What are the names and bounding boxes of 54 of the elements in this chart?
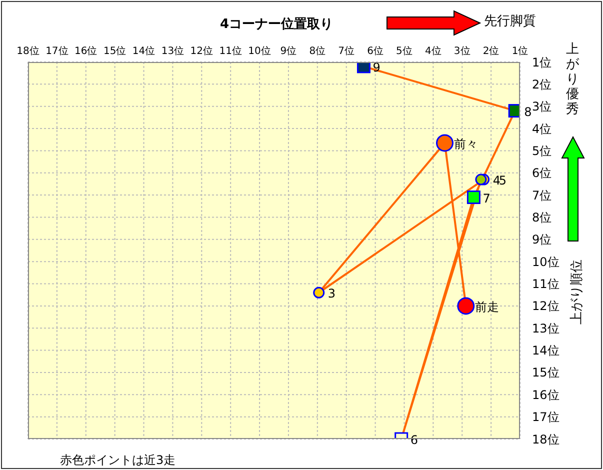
text: 赤色ポイントは近3走 — [60, 452, 176, 469]
x-tick-label: 3位 — [454, 45, 470, 57]
x-tick-label: 17位 — [46, 45, 68, 57]
x-axis-title: 4コーナー位置取り — [220, 16, 334, 33]
point — [466, 190, 480, 204]
x-tick-label: 1位 — [512, 45, 528, 57]
x-tick-label: 9位 — [280, 45, 297, 57]
y-tick-label: 2位 — [532, 77, 552, 92]
x-tick-label: 16位 — [74, 45, 98, 57]
x-tick-label: 6位 — [367, 45, 384, 57]
y-tick-label: 14位 — [532, 344, 560, 358]
y-tick-label: 7位 — [532, 188, 552, 202]
point — [436, 134, 454, 152]
x-tick-label: 8位 — [309, 45, 326, 57]
y-tick-label: 9位 — [532, 232, 552, 247]
x-tick-label: 14位 — [132, 45, 156, 57]
y-tick-label: 17位 — [532, 410, 560, 424]
y-tick-label: 13位 — [532, 321, 560, 336]
annotation: 前々 — [454, 136, 478, 151]
y-axis-title: 上がり順位 — [568, 260, 585, 324]
annotation: 8 — [524, 104, 532, 119]
point — [475, 174, 487, 186]
x-tick-label: 12位 — [190, 45, 214, 57]
x-tick-label: 15位 — [103, 45, 126, 57]
annotation: 4 — [492, 174, 500, 188]
y-tick-label: 10位 — [532, 254, 560, 269]
y-tick-label: 4位 — [532, 122, 552, 136]
annotation: 5 — [498, 174, 507, 188]
point — [457, 297, 475, 315]
x-tick-label: 10位 — [248, 45, 271, 57]
y-tick-label: 5位 — [532, 144, 552, 158]
y-tick-label: 3位 — [532, 100, 552, 114]
y-tick-label: 6位 — [532, 166, 552, 180]
y-tick-label: 8位 — [532, 210, 552, 224]
y-tick-label: 1位 — [532, 55, 552, 70]
annotation: 前走 — [474, 300, 499, 314]
annotation: 7 — [482, 191, 490, 206]
x-tick-label: 7位 — [338, 45, 355, 57]
x-tick-label: 18位 — [16, 45, 40, 57]
y-tick-label: 11位 — [532, 277, 560, 292]
y-tick-label: 18位 — [532, 432, 560, 446]
x-tick-label: 4位 — [424, 45, 442, 57]
y-tick-label: 16位 — [532, 388, 560, 402]
text: 先行脚質 — [484, 13, 536, 30]
y-tick-label: 12位 — [532, 299, 560, 314]
x-tick-label: 11位 — [219, 45, 242, 57]
annotation: 3 — [328, 286, 336, 301]
point — [356, 62, 370, 74]
y-tick-label: 15位 — [532, 366, 560, 380]
x-tick-label: 13位 — [161, 45, 184, 57]
x-tick-label: 2位 — [482, 45, 500, 57]
x-tick-label: 5位 — [396, 45, 412, 57]
text: 上がり優秀 — [565, 42, 580, 117]
point — [313, 286, 325, 298]
